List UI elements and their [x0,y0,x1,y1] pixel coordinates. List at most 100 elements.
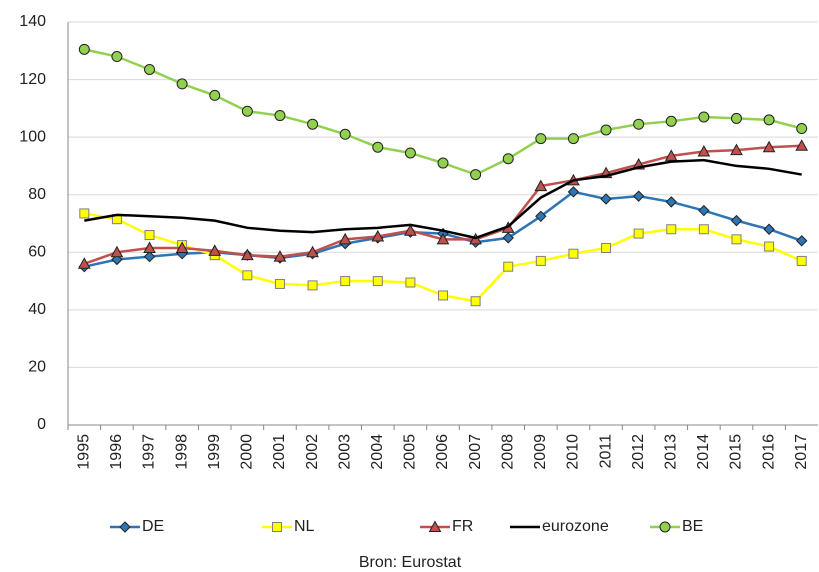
data-point [79,208,90,219]
series-line [84,48,803,176]
data-point [338,232,352,245]
data-point [436,232,450,245]
data-point [404,147,416,159]
data-point [78,43,90,55]
data-point [307,280,318,291]
data-point [110,245,124,258]
data-point [633,228,644,239]
data-point [209,89,221,101]
data-point [796,123,808,135]
data-point [535,133,547,145]
data-point [175,241,189,253]
data-point [77,257,91,269]
data-point [470,296,481,307]
data-point [143,241,156,253]
data-point [567,133,579,145]
x-tick-label: 2014 [695,434,712,470]
x-tick-label: 2009 [532,434,549,470]
data-point [306,245,319,258]
x-tick-label: 2002 [304,434,321,470]
data-point [664,149,678,161]
data-point [697,144,711,157]
legend-marker [119,521,131,533]
data-point [762,140,776,153]
data-point [633,118,645,130]
data-point [698,224,709,235]
x-tick-label: 2013 [662,434,679,470]
x-tick-label: 1996 [108,434,125,470]
data-point [242,270,253,281]
data-point [796,255,807,266]
x-tick-label: 2016 [760,434,777,470]
y-tick-label: 120 [19,71,46,88]
data-point [176,78,188,90]
data-point [764,241,775,252]
x-tick-label: 2010 [565,434,582,470]
data-point [730,143,743,156]
data-point [665,196,677,208]
y-tick-label: 140 [19,13,46,30]
data-point [600,124,612,136]
data-point [731,234,742,245]
legend-label: DE [142,518,164,535]
data-point [666,224,677,235]
y-tick-label: 40 [28,301,46,318]
data-point [371,229,385,242]
data-point [698,111,710,123]
data-point [372,141,384,153]
data-point [144,63,156,75]
x-tick-label: 2006 [434,434,451,470]
x-tick-label: 2011 [597,434,614,469]
x-tick-label: 1998 [173,434,190,470]
x-tick-label: 2000 [239,434,256,470]
data-point [763,223,775,235]
data-point [535,255,546,266]
series-line [84,212,803,303]
legend-marker [659,521,671,533]
data-point [144,230,155,241]
data-point [208,244,222,256]
legend-marker [272,522,282,532]
x-tick-label: 1999 [206,434,223,470]
data-point [241,248,254,261]
x-tick-label: 2004 [369,434,386,470]
x-tick-label: 2015 [728,434,745,470]
legend-marker [428,520,442,532]
y-tick-label: 80 [28,186,46,203]
data-point [600,193,612,205]
data-point [795,235,808,247]
data-point [567,186,580,198]
x-tick-label: 1997 [141,434,158,470]
legend-label: FR [452,518,473,535]
data-point [503,261,514,272]
data-point [470,169,482,181]
x-tick-label: 2001 [271,434,288,470]
x-tick-label: 2017 [793,434,810,470]
x-tick-label: 2007 [467,434,484,470]
data-point [502,153,514,165]
data-point [307,118,319,130]
x-tick-label: 2003 [336,434,353,470]
source-note: Bron: Eurostat [359,554,462,571]
data-point [730,214,743,227]
data-point [438,290,448,301]
data-point [111,51,123,63]
data-point [730,112,742,124]
x-tick-label: 1995 [76,434,93,470]
data-point [404,224,417,236]
data-point [632,190,645,202]
data-point [273,250,287,262]
data-point [601,242,612,253]
data-point [534,179,548,192]
data-point [274,110,286,122]
data-point [568,248,579,259]
y-tick-label: 20 [28,359,46,376]
series-line [84,158,802,240]
data-point [437,157,449,169]
data-point [535,210,547,223]
data-point [502,232,514,244]
y-tick-label: 60 [28,244,46,261]
legend-label: eurozone [542,518,609,535]
x-tick-label: 2005 [402,434,419,470]
